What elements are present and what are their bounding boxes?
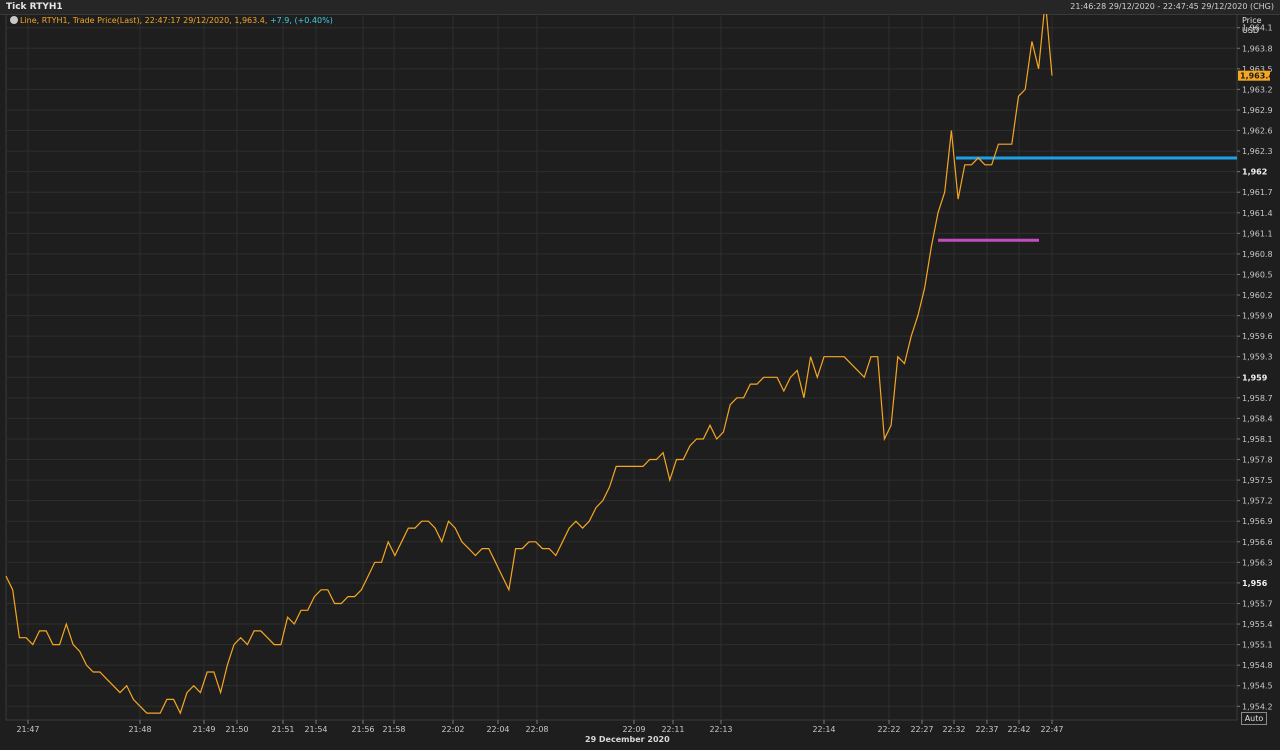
chart-title: Tick RTYH1 (6, 2, 63, 12)
x-tick-label: 22:27 (910, 725, 933, 734)
x-tick-label: 22:13 (709, 725, 732, 734)
x-tick-label: 22:04 (486, 725, 509, 734)
y-tick-label: 1,962.3 (1242, 147, 1273, 156)
y-tick-label: 1,954.2 (1242, 702, 1273, 711)
y-tick-label: 1,959.9 (1242, 312, 1273, 321)
y-axis: 1,964.1 1,963.8 1,963.5 1,963.2 1,962.9 1,962… (1237, 24, 1273, 711)
price-axis-header: Price USD (1242, 16, 1262, 36)
y-tick-label: 1,961.1 (1242, 229, 1273, 238)
y-tick-label: 1,959 (1242, 373, 1268, 382)
y-tick-label: 1,957.8 (1242, 456, 1273, 465)
auto-scale-button[interactable]: Auto (1241, 712, 1267, 725)
y-tick-label: 1,954.8 (1242, 661, 1273, 670)
y-tick-label: 1,964.1 (1242, 24, 1273, 33)
current-price-box (1238, 70, 1270, 81)
x-tick-label: 22:14 (812, 725, 835, 734)
x-tick-label: 22:32 (942, 725, 965, 734)
x-tick-label: 22:09 (622, 725, 645, 734)
x-tick-label: 21:50 (225, 725, 248, 734)
legend-series-text: Line, RTYH1, Trade Price(Last), 22:47:17… (20, 16, 268, 25)
y-tick-label: 1,958.7 (1242, 394, 1273, 403)
grid-lines (5, 13, 1238, 721)
time-range: 21:46:28 29/12/2020 - 22:47:45 29/12/202… (1070, 2, 1274, 11)
y-tick-label: 1,961.4 (1242, 209, 1273, 218)
y-tick-label: 1,963.2 (1242, 85, 1273, 94)
x-tick-label: 22:11 (661, 725, 684, 734)
current-price-marker: 1,963.4 (1238, 70, 1274, 81)
y-tick-label: 1,956.6 (1242, 538, 1273, 547)
y-tick-label: 1,955.1 (1242, 641, 1273, 650)
y-tick-label: 1,956.3 (1242, 558, 1273, 567)
y-tick-label: 1,963.5 (1242, 65, 1273, 74)
legend-change-text: +7.9, (+0.40%) (269, 16, 333, 25)
y-tick-label: 1,961.7 (1242, 188, 1273, 197)
y-tick-label: 1,962.9 (1242, 106, 1273, 115)
y-tick-label: 1,958.1 (1242, 435, 1273, 444)
y-tick-label: 1,954.5 (1242, 682, 1273, 691)
y-tick-label: 1,963.8 (1242, 44, 1273, 53)
x-tick-label: 21:51 (271, 725, 294, 734)
date-label: 29 December 2020 (585, 735, 670, 744)
y-tick-label: 1,960.5 (1242, 270, 1273, 279)
title-bar: Tick RTYH1 21:46:28 29/12/2020 - 22:47:4… (0, 0, 1280, 15)
y-tick-label: 1,955.4 (1242, 620, 1273, 629)
x-tick-label: 21:58 (382, 725, 405, 734)
y-tick-label: 1,955.7 (1242, 599, 1273, 608)
y-tick-label: 1,959.6 (1242, 332, 1273, 341)
x-tick-label: 22:08 (525, 725, 548, 734)
x-tick-label: 21:49 (192, 725, 215, 734)
current-price-label: 1,963.4 (1240, 72, 1274, 81)
series-line-rtyh1 (5, 0, 1053, 715)
horizontal-lines (938, 156, 1237, 242)
x-tick-label: 21:47 (16, 725, 39, 734)
x-tick-label: 22:22 (877, 725, 900, 734)
x-tick-label: 22:42 (1007, 725, 1030, 734)
y-tick-label: 1,956 (1242, 579, 1268, 588)
x-axis: 21:47 21:48 21:49 21:50 21:51 21:54 21:56 21:58… (16, 720, 1064, 734)
y-tick-label: 1,962.6 (1242, 127, 1273, 136)
plot-frame (5, 13, 1238, 721)
x-tick-label: 22:47 (1040, 725, 1063, 734)
currency-label: USD (1242, 26, 1260, 35)
x-tick-label: 21:54 (304, 725, 327, 734)
y-tick-label: 1,958.4 (1242, 414, 1273, 423)
series-layer (5, 0, 1053, 715)
legend: Line, RTYH1, Trade Price(Last), 22:47:17… (10, 16, 333, 25)
y-tick-label: 1,956.9 (1242, 517, 1273, 526)
y-tick-label: 1,957.5 (1242, 476, 1273, 485)
x-tick-label: 21:48 (128, 725, 151, 734)
y-tick-label: 1,960.2 (1242, 291, 1273, 300)
x-tick-label: 22:02 (441, 725, 464, 734)
y-tick-label: 1,962 (1242, 168, 1267, 177)
y-tick-label: 1,960.8 (1242, 250, 1273, 259)
x-tick-label: 21:56 (351, 725, 374, 734)
price-label: Price (1242, 16, 1262, 25)
y-tick-label: 1,957.2 (1242, 497, 1273, 506)
y-tick-label: 1,959.3 (1242, 353, 1273, 362)
x-tick-label: 22:37 (975, 725, 998, 734)
clock-icon[interactable] (10, 16, 18, 24)
